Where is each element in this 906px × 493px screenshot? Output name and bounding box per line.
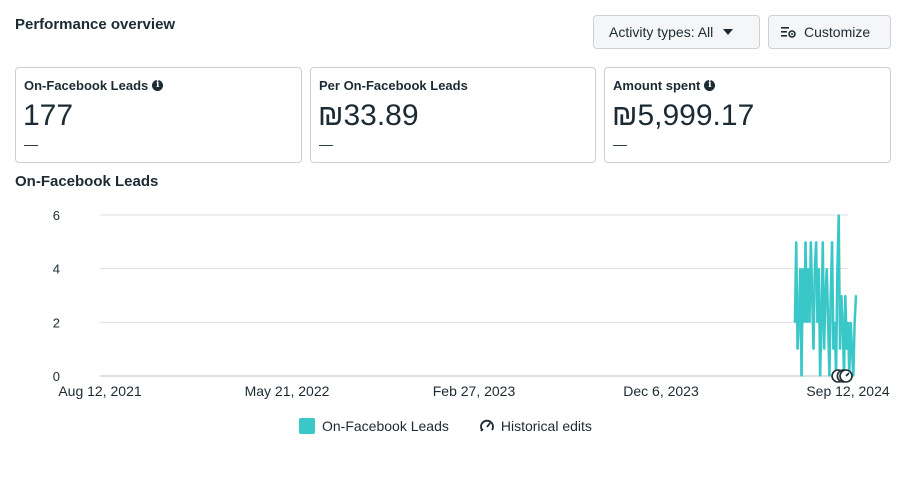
x-tick-label: Aug 12, 2021 [58,383,142,399]
data-point [825,267,828,270]
data-point [849,321,852,324]
historical-edit-marker[interactable] [839,369,853,383]
data-point [820,321,823,324]
data-point [845,348,848,350]
data-point [840,294,843,297]
y-tick-label: 2 [53,315,60,330]
legend-edits-label: Historical edits [500,418,592,434]
series-segment [852,322,856,377]
metric-card-leads[interactable]: On-Facebook Leads i 177 — [15,67,302,163]
metric-label-text: Amount spent [613,78,701,93]
data-point [841,321,844,324]
info-icon[interactable]: i [152,80,164,91]
data-point [795,241,798,243]
legend-series-label[interactable]: On-Facebook Leads [322,418,449,434]
series-swatch[interactable] [299,418,315,434]
metric-label: On-Facebook Leads i [24,78,164,93]
data-point [829,294,832,297]
data-point [839,348,841,350]
metric-card-amount-spent[interactable]: Amount spent i ₪5,999.17 — [604,67,891,163]
metric-value: ₪33.89 [318,99,419,132]
metric-label: Amount spent i [613,78,716,93]
data-point [815,241,817,243]
data-point [810,241,812,243]
data-point [816,321,819,324]
data-point [796,348,799,350]
historical-edits-icon [479,419,494,432]
data-point [803,321,805,324]
data-point [836,267,839,270]
leads-line-chart[interactable]: 0 2 4 6 Aug 12, 2021 May 21, 2022 Feb 27, 2023… [0,200,906,410]
x-tick-label: Sep 12, 2024 [806,383,890,399]
series-segment [849,322,854,350]
data-point [828,375,831,377]
data-point [794,321,796,324]
series-segment [828,295,832,377]
series-segment [822,295,827,350]
activity-types-label: Activity types: All [609,24,714,40]
data-point [798,321,800,324]
series-segment [825,268,830,323]
metric-delta: — [24,136,38,152]
customize-button[interactable]: Customize [768,15,891,49]
activity-types-dropdown[interactable]: Activity types: All [593,15,760,49]
chart-title: On-Facebook Leads [15,173,159,190]
metric-label-text: On-Facebook Leads [24,78,149,93]
x-tick-label: Feb 27, 2023 [433,383,516,399]
series-segment [853,295,858,323]
data-point [806,321,808,324]
metric-label-text: Per On-Facebook Leads [319,78,468,93]
series-segment [812,268,817,350]
legend-historical-edits[interactable]: Historical edits [479,418,592,434]
data-point [814,267,816,270]
data-point [832,348,835,350]
y-tick-label: 4 [53,262,60,277]
data-point [847,321,849,324]
data-point [831,241,833,243]
metric-card-cost-per-lead[interactable]: Per On-Facebook Leads ₪33.89 — [310,67,596,163]
data-point [819,375,821,377]
series-segment [796,322,801,350]
data-point [808,321,811,324]
data-point [800,375,803,377]
metric-value: ₪5,999.17 [612,99,755,132]
data-point [804,241,807,243]
data-point [855,294,857,297]
info-icon[interactable]: i [704,80,716,91]
data-point [844,294,847,297]
data-point [824,294,827,297]
series-segment [834,268,839,377]
data-point [811,294,813,297]
series-segment [818,322,823,377]
data-point [802,267,804,270]
metric-delta: — [319,136,333,152]
chart-legend: On-Facebook Leads Historical edits [299,418,592,434]
metric-label: Per On-Facebook Leads [319,78,468,93]
data-point [807,267,809,270]
y-tick-label: 6 [53,208,60,223]
x-tick-label: Dec 6, 2023 [623,383,699,399]
y-tick-label: 0 [53,369,60,384]
data-point [852,375,855,377]
customize-columns-icon [781,27,796,38]
customize-label: Customize [804,24,871,40]
metric-delta: — [613,136,627,152]
x-tick-label: May 21, 2022 [245,383,330,399]
data-point [817,267,820,270]
data-point [837,214,840,216]
data-point [827,321,829,324]
data-point [799,267,802,270]
data-point [833,321,836,324]
caret-down-icon [723,29,734,35]
series-segment [840,295,844,323]
data-point [853,321,856,324]
data-point [821,241,824,243]
data-point [851,348,853,350]
series-segment [809,241,814,296]
data-point [823,348,825,350]
metric-value: 177 [23,99,74,132]
page-title: Performance overview [15,16,176,33]
data-point [812,348,815,350]
